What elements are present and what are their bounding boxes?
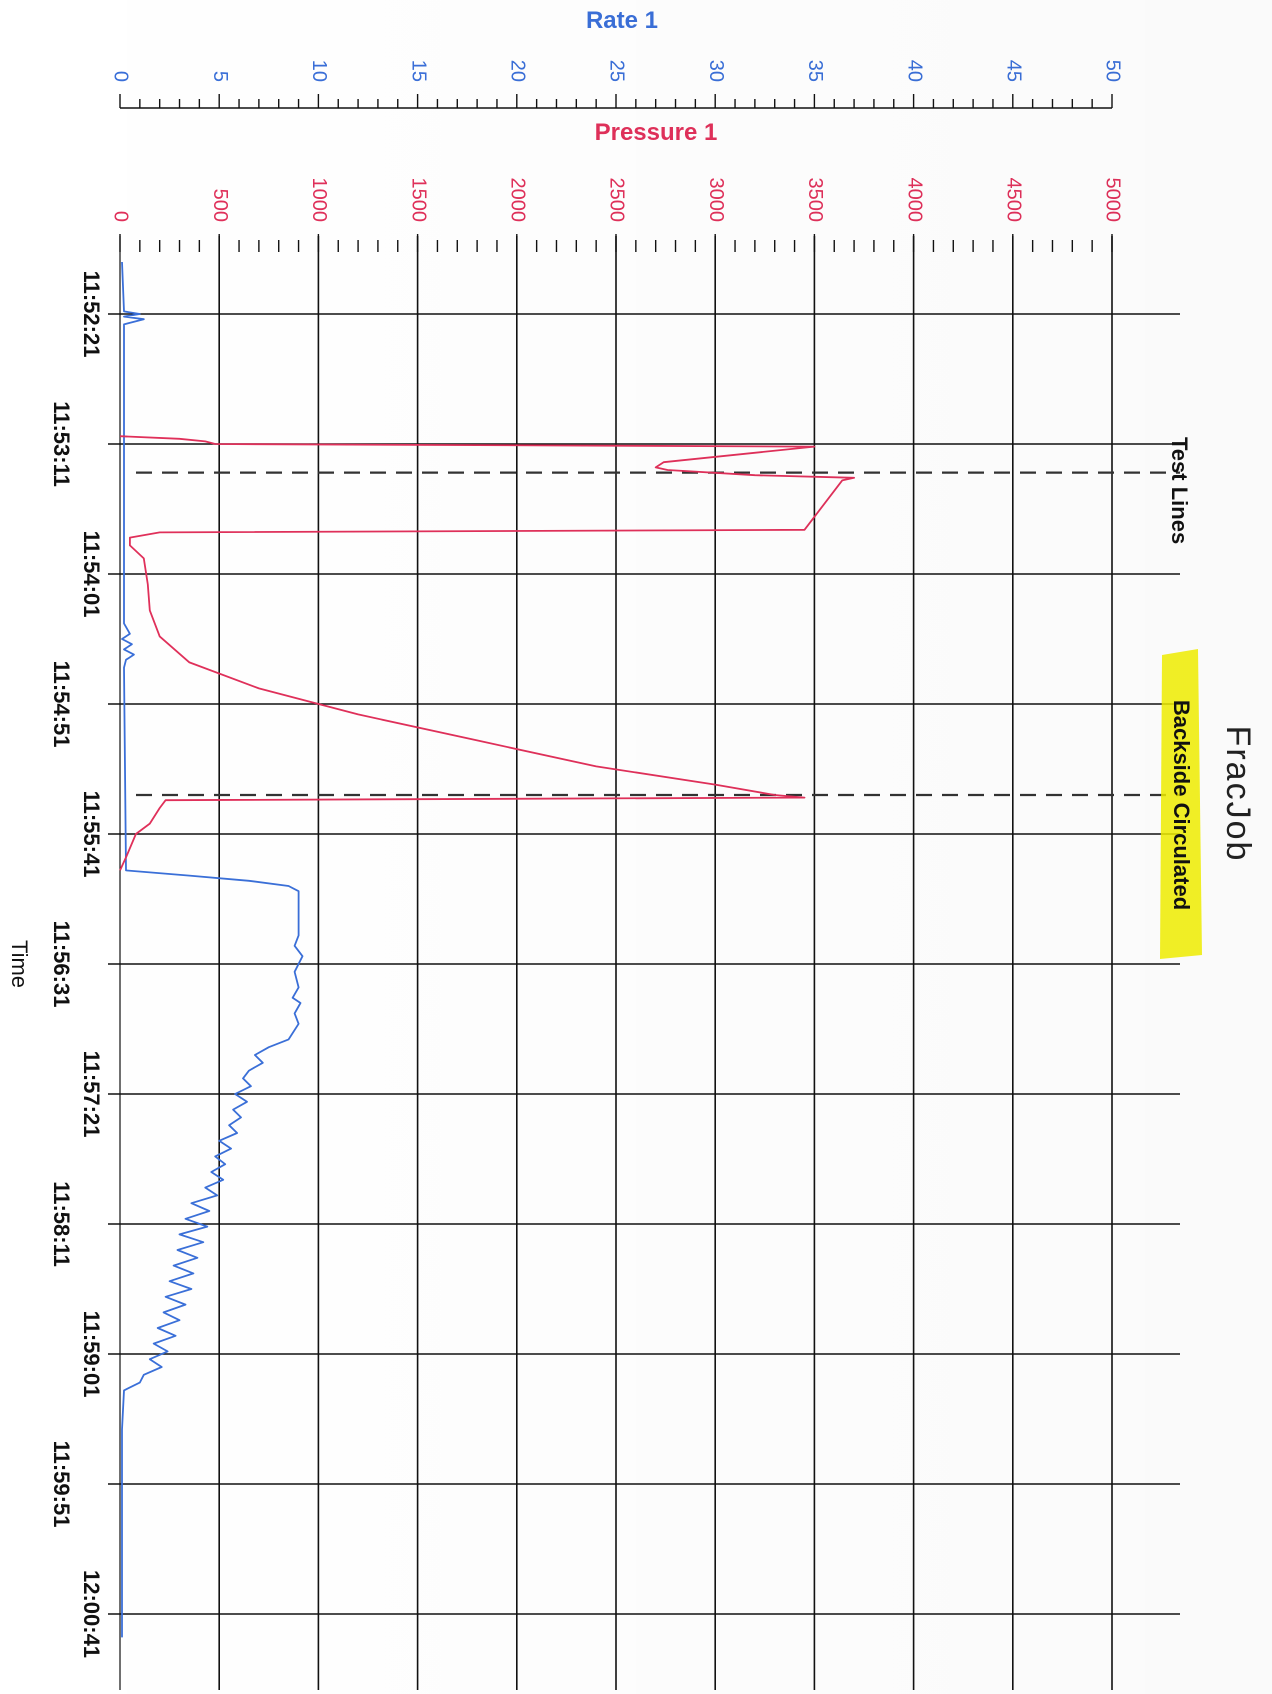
rate-axis-tick-label: 45 — [1003, 60, 1025, 82]
series-line-rate-1 — [121, 261, 304, 1638]
rate-axis-tick-label: 25 — [606, 60, 628, 82]
pressure-axis-tick-label: 1000 — [308, 178, 330, 223]
chart-grid — [108, 236, 1180, 1690]
rate-axis-tick-label: 40 — [903, 60, 925, 82]
rate-axis-tick-label: 20 — [507, 60, 529, 82]
event-label: Backside Circulated — [1169, 700, 1194, 910]
rate-axis-tick-label: 10 — [308, 60, 330, 82]
time-axis-tick-label: 11:56:31 — [49, 921, 74, 1008]
rate-axis-title: Rate 1 — [586, 7, 658, 34]
event-label: Test Lines — [1167, 437, 1192, 544]
time-axis-tick-label: 11:54:01 — [79, 531, 104, 618]
time-axis-tick-label: 11:53:11 — [49, 401, 74, 487]
time-axis-tick-label: 11:52:21 — [79, 271, 104, 358]
pressure-axis-tick-label: 4500 — [1003, 178, 1025, 223]
time-axis-tick-label: 12:00:41 — [79, 1570, 104, 1658]
rate-axis-tick-label: 5 — [209, 71, 231, 82]
pressure-axis-tick-label: 1500 — [407, 178, 429, 223]
pressure-axis-tick-label: 3000 — [705, 178, 727, 223]
chart-labels: 0 5 10 15 20 25 30 35 40 45 50 Rate 1 0 500 1000 1500 20… — [7, 7, 1257, 1658]
pressure-axis-tick-label: 500 — [209, 189, 231, 222]
time-axis-tick-label: 11:55:41 — [79, 791, 104, 878]
rate-axis-tick-label: 0 — [110, 71, 132, 82]
pressure-axis-tick-label: 4000 — [903, 178, 925, 223]
pressure-axis-tick-label: 5000 — [1102, 178, 1124, 223]
time-axis-tick-label: 11:54:51 — [49, 661, 74, 748]
rate-axis-tick-label: 15 — [407, 60, 429, 82]
pressure-axis-tick-label: 2000 — [507, 178, 529, 223]
rate-axis-tick-label: 50 — [1102, 60, 1124, 82]
pressure-axis-tick-label: 3500 — [804, 178, 826, 223]
chart-annotations — [136, 471, 1202, 959]
time-axis-tick-label: 11:59:01 — [79, 1311, 104, 1398]
chart-series — [119, 261, 855, 1638]
rate-axis-tick-label: 30 — [705, 60, 727, 82]
time-axis-tick-label: 11:59:51 — [49, 1441, 74, 1528]
time-axis-tick-label: 11:57:21 — [79, 1051, 104, 1138]
time-axis-tick-label: 11:58:11 — [49, 1181, 74, 1267]
pressure-axis-title: Pressure 1 — [595, 119, 718, 146]
pressure-axis-tick-label: 0 — [110, 211, 132, 222]
chart-axes — [119, 94, 1113, 252]
time-axis-title: Time — [7, 940, 32, 988]
chart-title: FracJob — [1219, 726, 1257, 863]
pressure-axis-tick-label: 2500 — [606, 178, 628, 223]
event-label-highlight — [1160, 649, 1202, 959]
rate-axis-tick-label: 35 — [804, 60, 826, 82]
series-line-pressure-1 — [119, 435, 855, 871]
